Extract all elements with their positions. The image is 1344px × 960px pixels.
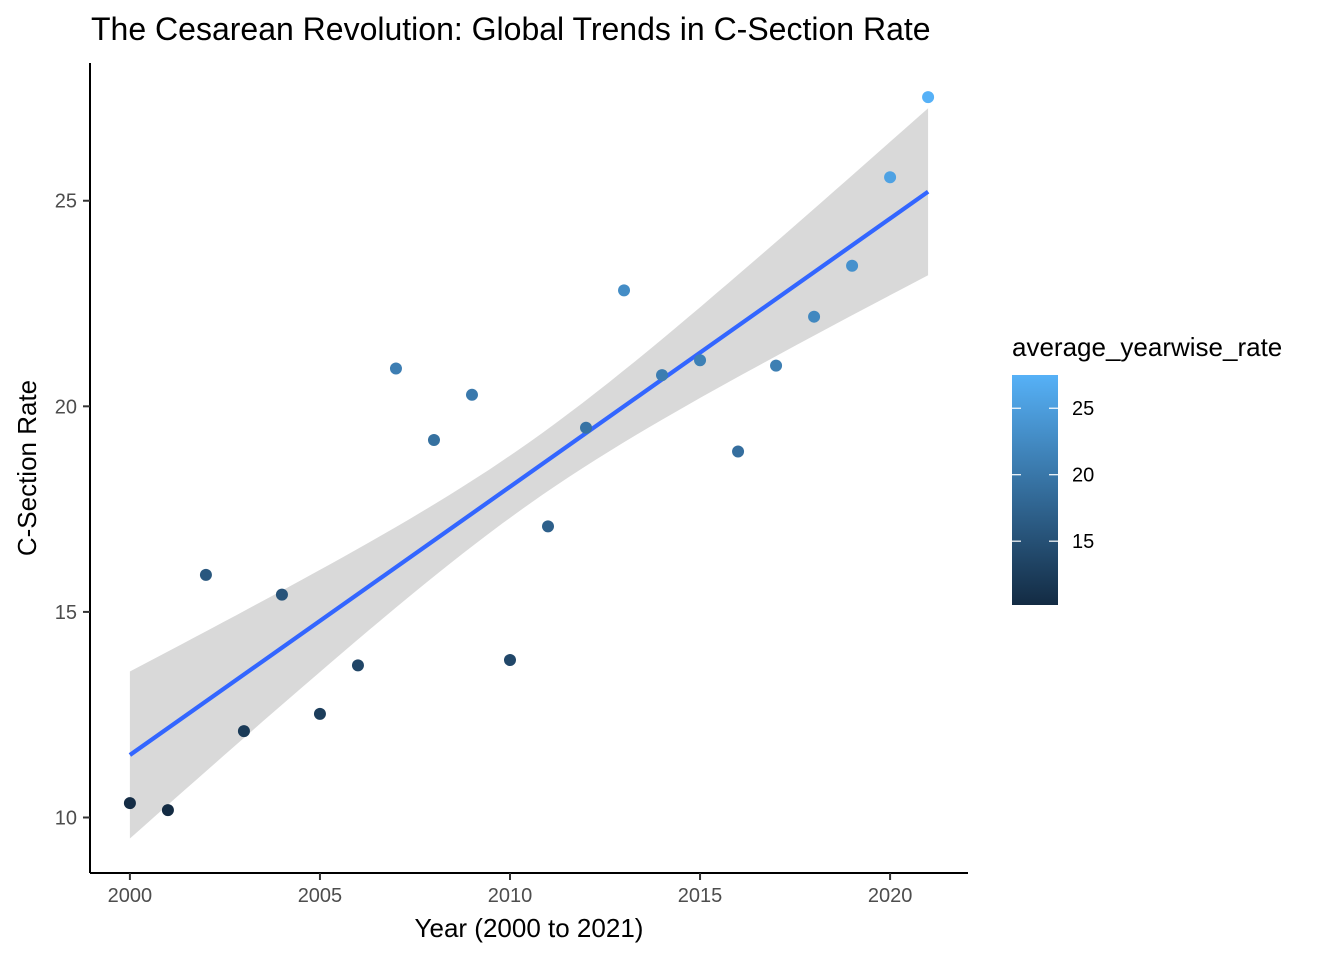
data-point [161, 804, 174, 817]
x-tick-label: 2005 [298, 885, 343, 907]
data-point [770, 359, 783, 372]
data-point [313, 707, 326, 720]
data-point [123, 797, 136, 810]
x-axis-title: Year (2000 to 2021) [415, 913, 644, 943]
data-point [503, 654, 516, 667]
data-point [199, 568, 212, 581]
y-tick-label: 25 [55, 191, 77, 213]
chart-title: The Cesarean Revolution: Global Trends i… [91, 11, 931, 47]
y-axis-ticks: 10 15 20 25 [55, 191, 90, 829]
trend-line [128, 189, 930, 757]
legend: average_yearwise_rate 15 20 25 [1012, 332, 1282, 605]
plot-area [123, 91, 935, 839]
data-point [656, 369, 669, 382]
data-point [427, 434, 440, 447]
legend-title: average_yearwise_rate [1012, 332, 1282, 362]
data-point [808, 310, 821, 323]
data-point [465, 388, 478, 401]
data-point [237, 725, 250, 738]
data-point [275, 588, 288, 601]
data-point [351, 659, 364, 672]
data-points [123, 91, 935, 817]
legend-ticks: 15 20 25 [1012, 398, 1094, 553]
data-point [580, 421, 593, 434]
x-axis-ticks: 2000 2005 2010 2015 2020 [108, 873, 913, 907]
y-axis-title: C-Section Rate [12, 380, 42, 556]
data-point [922, 91, 935, 104]
data-point [732, 445, 745, 458]
x-tick-label: 2020 [868, 885, 913, 907]
y-tick-label: 20 [55, 396, 77, 418]
y-tick-label: 15 [55, 602, 77, 624]
legend-colorbar [1012, 375, 1058, 605]
data-point [884, 171, 897, 184]
legend-tick-label: 15 [1072, 531, 1094, 553]
data-point [389, 362, 402, 375]
data-point [694, 354, 707, 367]
data-point [618, 284, 631, 297]
y-tick-label: 10 [55, 807, 77, 829]
data-point [846, 259, 859, 272]
legend-tick-label: 25 [1072, 398, 1094, 420]
x-tick-label: 2015 [678, 885, 723, 907]
x-tick-label: 2010 [488, 885, 533, 907]
data-point [542, 520, 555, 533]
x-tick-label: 2000 [108, 885, 153, 907]
legend-tick-label: 20 [1072, 465, 1094, 487]
